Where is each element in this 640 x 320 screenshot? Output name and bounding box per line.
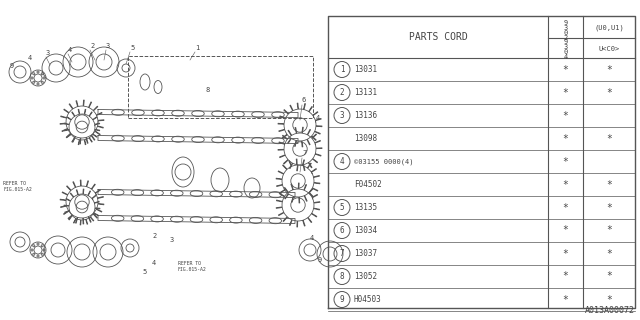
Text: 13136: 13136 — [354, 111, 377, 120]
Text: *: * — [563, 133, 568, 143]
Text: *: * — [563, 87, 568, 98]
Text: *: * — [606, 65, 612, 75]
Text: 6: 6 — [302, 97, 307, 103]
Text: *: * — [563, 156, 568, 166]
Text: A013A00072: A013A00072 — [585, 306, 635, 315]
Text: 1: 1 — [340, 65, 344, 74]
Text: *: * — [563, 271, 568, 282]
Text: *: * — [606, 87, 612, 98]
Text: *: * — [606, 249, 612, 259]
Text: *: * — [606, 271, 612, 282]
Text: *: * — [563, 110, 568, 121]
Text: 3: 3 — [46, 50, 51, 56]
Text: 13135: 13135 — [354, 203, 377, 212]
Text: *: * — [606, 294, 612, 305]
Text: 0: 0 — [563, 30, 568, 36]
Text: 3: 3 — [340, 111, 344, 120]
Text: 2: 2 — [90, 43, 94, 49]
Text: 13037: 13037 — [354, 249, 377, 258]
Text: 13052: 13052 — [354, 272, 377, 281]
Text: ©03155 0000(4): ©03155 0000(4) — [354, 158, 413, 165]
Text: 4: 4 — [563, 54, 568, 60]
Text: 9: 9 — [318, 257, 323, 263]
Text: 13131: 13131 — [354, 88, 377, 97]
Text: 3: 3 — [563, 44, 568, 50]
Text: F04502: F04502 — [354, 180, 381, 189]
Text: 9: 9 — [10, 63, 14, 69]
Text: 4: 4 — [28, 55, 32, 61]
Text: 5: 5 — [340, 203, 344, 212]
Text: 7: 7 — [302, 150, 307, 156]
Text: *: * — [563, 294, 568, 305]
Text: FIG.015-A2: FIG.015-A2 — [178, 267, 207, 272]
Text: 4: 4 — [152, 260, 156, 266]
Text: PARTS CORD: PARTS CORD — [408, 32, 467, 42]
Text: *: * — [563, 180, 568, 189]
Text: 2: 2 — [563, 35, 568, 41]
Text: *: * — [563, 65, 568, 75]
Text: 0: 0 — [563, 49, 568, 55]
Text: 3: 3 — [170, 237, 174, 243]
Text: 4: 4 — [68, 47, 72, 53]
Text: 4: 4 — [310, 235, 314, 241]
Text: *: * — [606, 133, 612, 143]
Text: 3: 3 — [563, 25, 568, 31]
Text: *: * — [563, 226, 568, 236]
Text: *: * — [606, 180, 612, 189]
Text: 13034: 13034 — [354, 226, 377, 235]
Text: 2: 2 — [340, 88, 344, 97]
Text: REFER TO: REFER TO — [3, 181, 26, 186]
Text: 5: 5 — [130, 45, 134, 51]
Text: 9: 9 — [340, 295, 344, 304]
Text: H04503: H04503 — [354, 295, 381, 304]
Text: (U0,U1): (U0,U1) — [594, 24, 624, 30]
Text: *: * — [606, 226, 612, 236]
Text: 13098: 13098 — [354, 134, 377, 143]
Text: 1: 1 — [195, 45, 199, 51]
Text: U<C0>: U<C0> — [598, 46, 620, 52]
Text: 8: 8 — [205, 87, 209, 93]
Text: 7: 7 — [340, 249, 344, 258]
Text: *: * — [606, 203, 612, 212]
Text: REFER TO: REFER TO — [178, 261, 201, 266]
Text: 9: 9 — [563, 20, 568, 26]
Text: FIG.015-A2: FIG.015-A2 — [3, 187, 32, 192]
Text: 2: 2 — [152, 233, 156, 239]
Text: 13031: 13031 — [354, 65, 377, 74]
Text: *: * — [563, 203, 568, 212]
Text: 3: 3 — [106, 43, 110, 49]
Text: 9: 9 — [563, 39, 568, 45]
Text: *: * — [563, 249, 568, 259]
Text: 4: 4 — [340, 157, 344, 166]
Bar — [128, 56, 313, 118]
Text: 8: 8 — [340, 272, 344, 281]
Text: 6: 6 — [340, 226, 344, 235]
Text: 5: 5 — [142, 269, 147, 275]
Text: 4: 4 — [316, 115, 320, 121]
